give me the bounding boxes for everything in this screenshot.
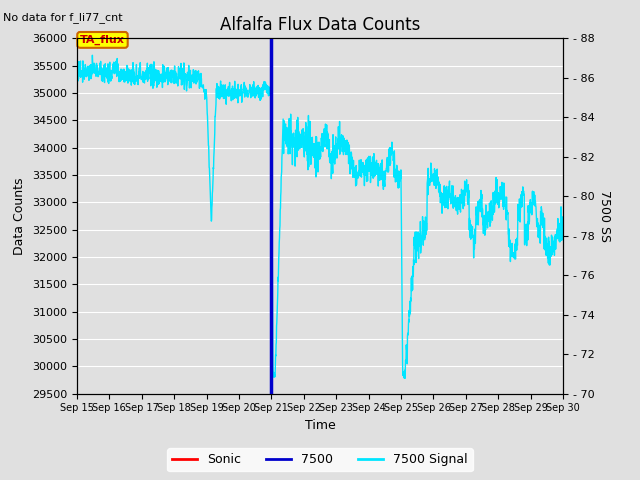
Title: Alfalfa Flux Data Counts: Alfalfa Flux Data Counts (220, 16, 420, 34)
Text: No data for f_li77_cnt: No data for f_li77_cnt (3, 12, 123, 23)
X-axis label: Time: Time (305, 419, 335, 432)
Text: TA_flux: TA_flux (80, 35, 125, 45)
Y-axis label: Data Counts: Data Counts (13, 177, 26, 255)
Legend: Sonic, 7500, 7500 Signal: Sonic, 7500, 7500 Signal (167, 448, 473, 471)
Y-axis label: 7500 SS: 7500 SS (598, 190, 611, 242)
